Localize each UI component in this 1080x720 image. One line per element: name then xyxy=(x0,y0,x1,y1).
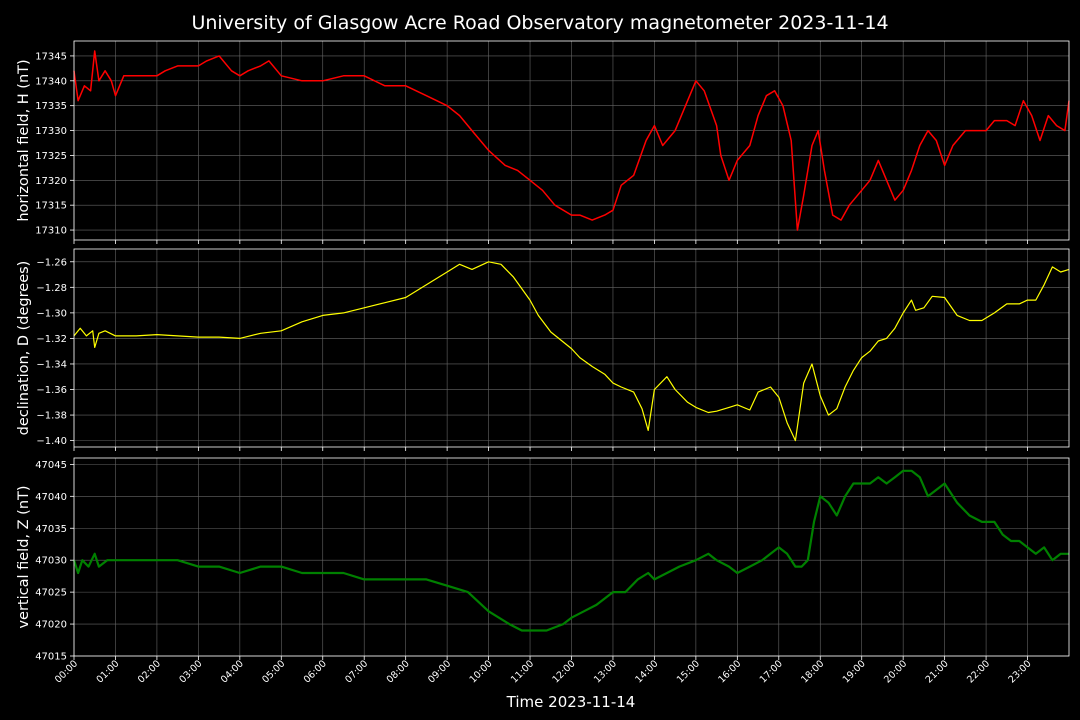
axes-frame xyxy=(73,248,1070,448)
y-tick-label: 47020 xyxy=(35,620,67,631)
chart-title: University of Glasgow Acre Road Observat… xyxy=(191,12,888,34)
y-tick-label: 47045 xyxy=(35,460,67,471)
y-axis-label: vertical field, Z (nT) xyxy=(16,485,32,628)
chart-panels: 17310 17315 17320 17325 17330 17335 17340 17345… xyxy=(16,40,1070,663)
y-tick-label: −1.34 xyxy=(36,359,67,370)
y-tick-label: 47030 xyxy=(35,556,67,567)
y-tick-label: −1.30 xyxy=(36,308,67,319)
y-axis-label: horizontal field, H (nT) xyxy=(16,59,32,221)
y-tick-label: 17340 xyxy=(35,76,67,87)
series-line-1 xyxy=(73,50,1070,231)
y-tick-label: 17345 xyxy=(35,51,67,62)
y-tick-label: 47040 xyxy=(35,492,67,503)
y-tick-label: 17325 xyxy=(35,151,67,162)
y-tick-label: 17335 xyxy=(35,101,67,112)
y-tick-label: −1.26 xyxy=(36,257,67,268)
y-tick-label: 47025 xyxy=(35,588,67,599)
series-line-3 xyxy=(72,469,1069,632)
y-tick-label: 17330 xyxy=(35,126,67,137)
series-line-2 xyxy=(73,261,1070,442)
y-tick-label: −1.28 xyxy=(36,283,67,294)
y-tick-label: 17320 xyxy=(35,176,67,187)
y-tick-label: −1.36 xyxy=(36,385,67,396)
y-tick-label: −1.32 xyxy=(36,334,67,345)
y-tick-label: 17310 xyxy=(35,226,67,237)
axes-frame xyxy=(73,40,1070,241)
y-axis-label: declination, D (degrees) xyxy=(16,261,32,436)
y-tick-label: 47015 xyxy=(35,652,67,663)
x-axis-label: Time 2023-11-14 xyxy=(506,693,636,711)
panel-3: 47015 47020 47025 47030 47035 47040 47045 verti… xyxy=(16,457,1070,663)
y-tick-label: −1.40 xyxy=(36,436,67,447)
axes-frame xyxy=(73,457,1070,657)
panel-2: −1.40 −1.38 −1.36 −1.34 −1.32 −1.30 −1.28 −1.26… xyxy=(16,248,1070,451)
y-tick-label: 17315 xyxy=(35,201,67,212)
panel-1: 17310 17315 17320 17325 17330 17335 17340 17345… xyxy=(16,40,1070,244)
y-tick-label: −1.38 xyxy=(36,411,67,422)
y-tick-label: 47035 xyxy=(35,524,67,535)
